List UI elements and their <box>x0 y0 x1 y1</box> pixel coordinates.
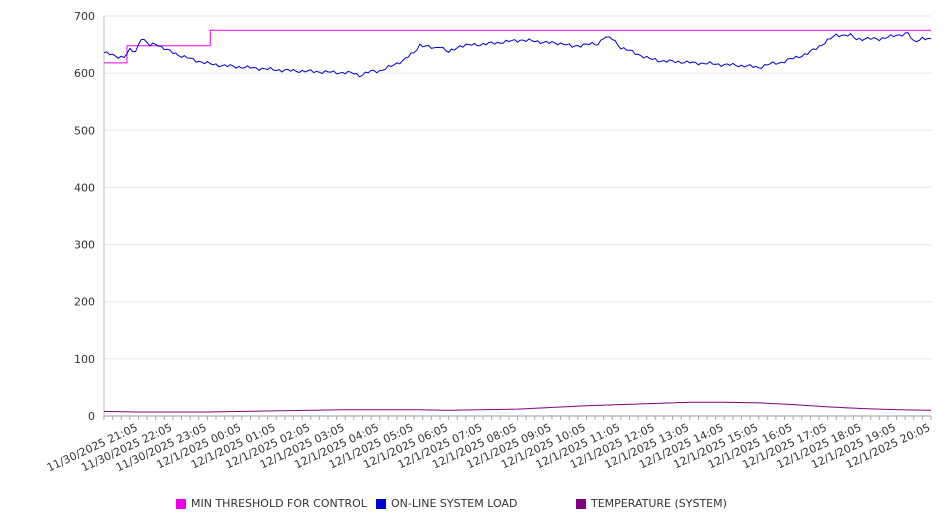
grid-lines <box>104 15 931 360</box>
axes <box>103 16 932 420</box>
series-lines <box>103 29 932 413</box>
legend-item-min-threshold[interactable]: MIN THRESHOLD FOR CONTROL <box>176 497 367 510</box>
legend-item-system-load[interactable]: ON-LINE SYSTEM LOAD <box>376 497 517 510</box>
legend-label-temperature: TEMPERATURE (SYSTEM) <box>591 497 727 510</box>
y-tick-label: 400 <box>74 181 95 194</box>
legend-item-temperature[interactable]: TEMPERATURE (SYSTEM) <box>576 497 727 510</box>
y-tick-label: 600 <box>74 67 95 80</box>
y-tick-label: 0 <box>88 410 95 423</box>
y-tick-label: 700 <box>74 10 95 23</box>
system-load-line <box>103 32 932 78</box>
legend-swatch-temperature <box>576 498 586 509</box>
y-tick-label: 100 <box>74 353 95 366</box>
y-tick-label: 200 <box>74 296 95 309</box>
legend-swatch-min-threshold <box>176 498 186 509</box>
y-tick-label: 500 <box>74 124 95 137</box>
legend-label-system-load: ON-LINE SYSTEM LOAD <box>391 497 518 510</box>
legend: MIN THRESHOLD FOR CONTROL ON-LINE SYSTEM… <box>0 497 946 515</box>
legend-label-min-threshold: MIN THRESHOLD FOR CONTROL <box>191 497 367 510</box>
temperature-line <box>103 401 932 413</box>
legend-swatch-system-load <box>376 498 386 509</box>
y-axis-tick-labels: 0 100 200 300 400 500 600 700 <box>74 10 95 423</box>
y-tick-label: 300 <box>74 239 95 252</box>
min-threshold-line <box>104 29 931 64</box>
